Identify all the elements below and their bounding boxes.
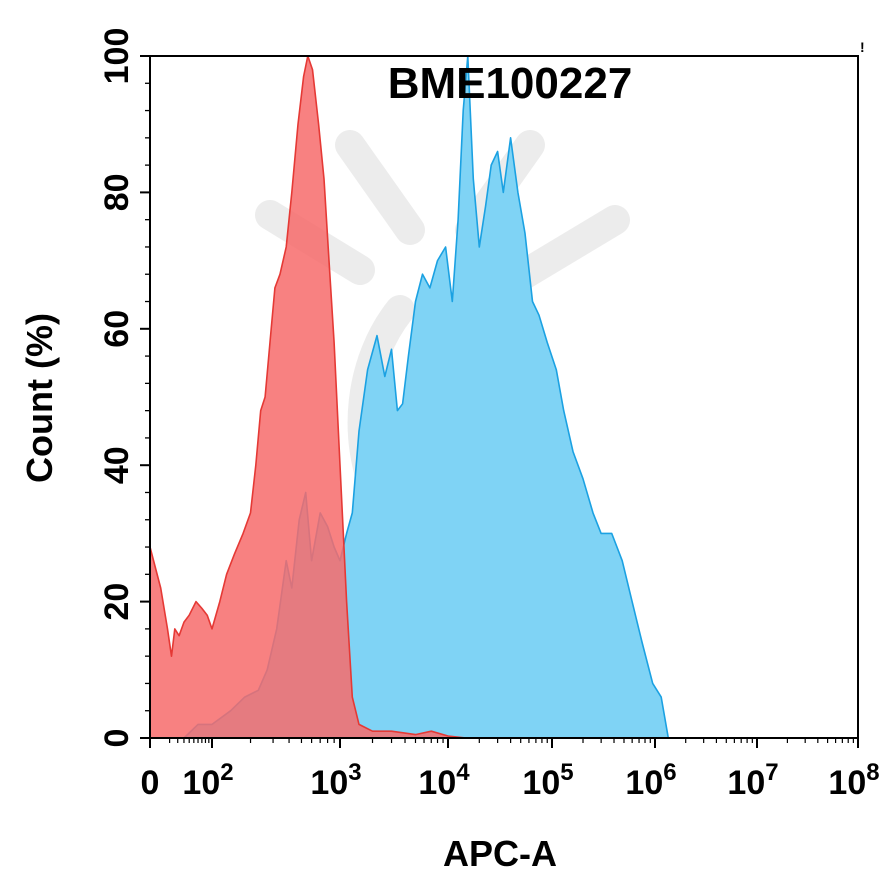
x-tick-label-6: 107 xyxy=(727,759,778,802)
x-tick-exponent: 6 xyxy=(663,759,676,786)
x-tick-base: 10 xyxy=(625,764,663,802)
y-axis-title: Count (%) xyxy=(19,313,60,483)
x-tick-exponent: 5 xyxy=(560,759,573,786)
x-tick-label-0: 0 xyxy=(141,764,160,802)
x-tick-exponent: 4 xyxy=(456,759,470,786)
y-tick-label-60: 60 xyxy=(98,310,136,348)
x-tick-label-5: 106 xyxy=(625,759,676,802)
x-axis-title: APC-A xyxy=(443,833,557,874)
y-tick-label-20: 20 xyxy=(98,583,136,621)
x-tick-label-7: 108 xyxy=(828,759,879,802)
x-tick-label-2: 103 xyxy=(310,759,361,802)
plot-area xyxy=(149,55,670,739)
series-area-2 xyxy=(150,56,669,738)
x-tick-base: 10 xyxy=(418,764,456,802)
x-tick-base: 10 xyxy=(522,764,560,802)
series-area-1 xyxy=(150,56,467,738)
x-tick-exponent: 3 xyxy=(348,759,361,786)
y-tick-label-0: 0 xyxy=(98,729,136,748)
x-tick-exponent: 8 xyxy=(866,759,879,786)
y-tick-label-100: 100 xyxy=(98,28,136,85)
chart-title: BME100227 xyxy=(388,59,633,108)
x-tick-exponent: 7 xyxy=(765,759,778,786)
x-tick-base: 10 xyxy=(727,764,765,802)
x-tick-label-4: 105 xyxy=(522,759,573,802)
y-tick-label-40: 40 xyxy=(98,446,136,484)
y-tick-label-80: 80 xyxy=(98,173,136,211)
corner-mark: ! xyxy=(860,39,865,55)
x-tick-base: 10 xyxy=(828,764,866,802)
series-line-1 xyxy=(149,55,467,739)
x-tick-label-3: 104 xyxy=(418,759,470,802)
x-tick-label-1: 102 xyxy=(182,759,233,802)
x-tick-exponent: 2 xyxy=(220,759,233,786)
plot-frame xyxy=(149,55,859,739)
x-tick-base: 10 xyxy=(182,764,220,802)
x-tick-base: 10 xyxy=(310,764,348,802)
